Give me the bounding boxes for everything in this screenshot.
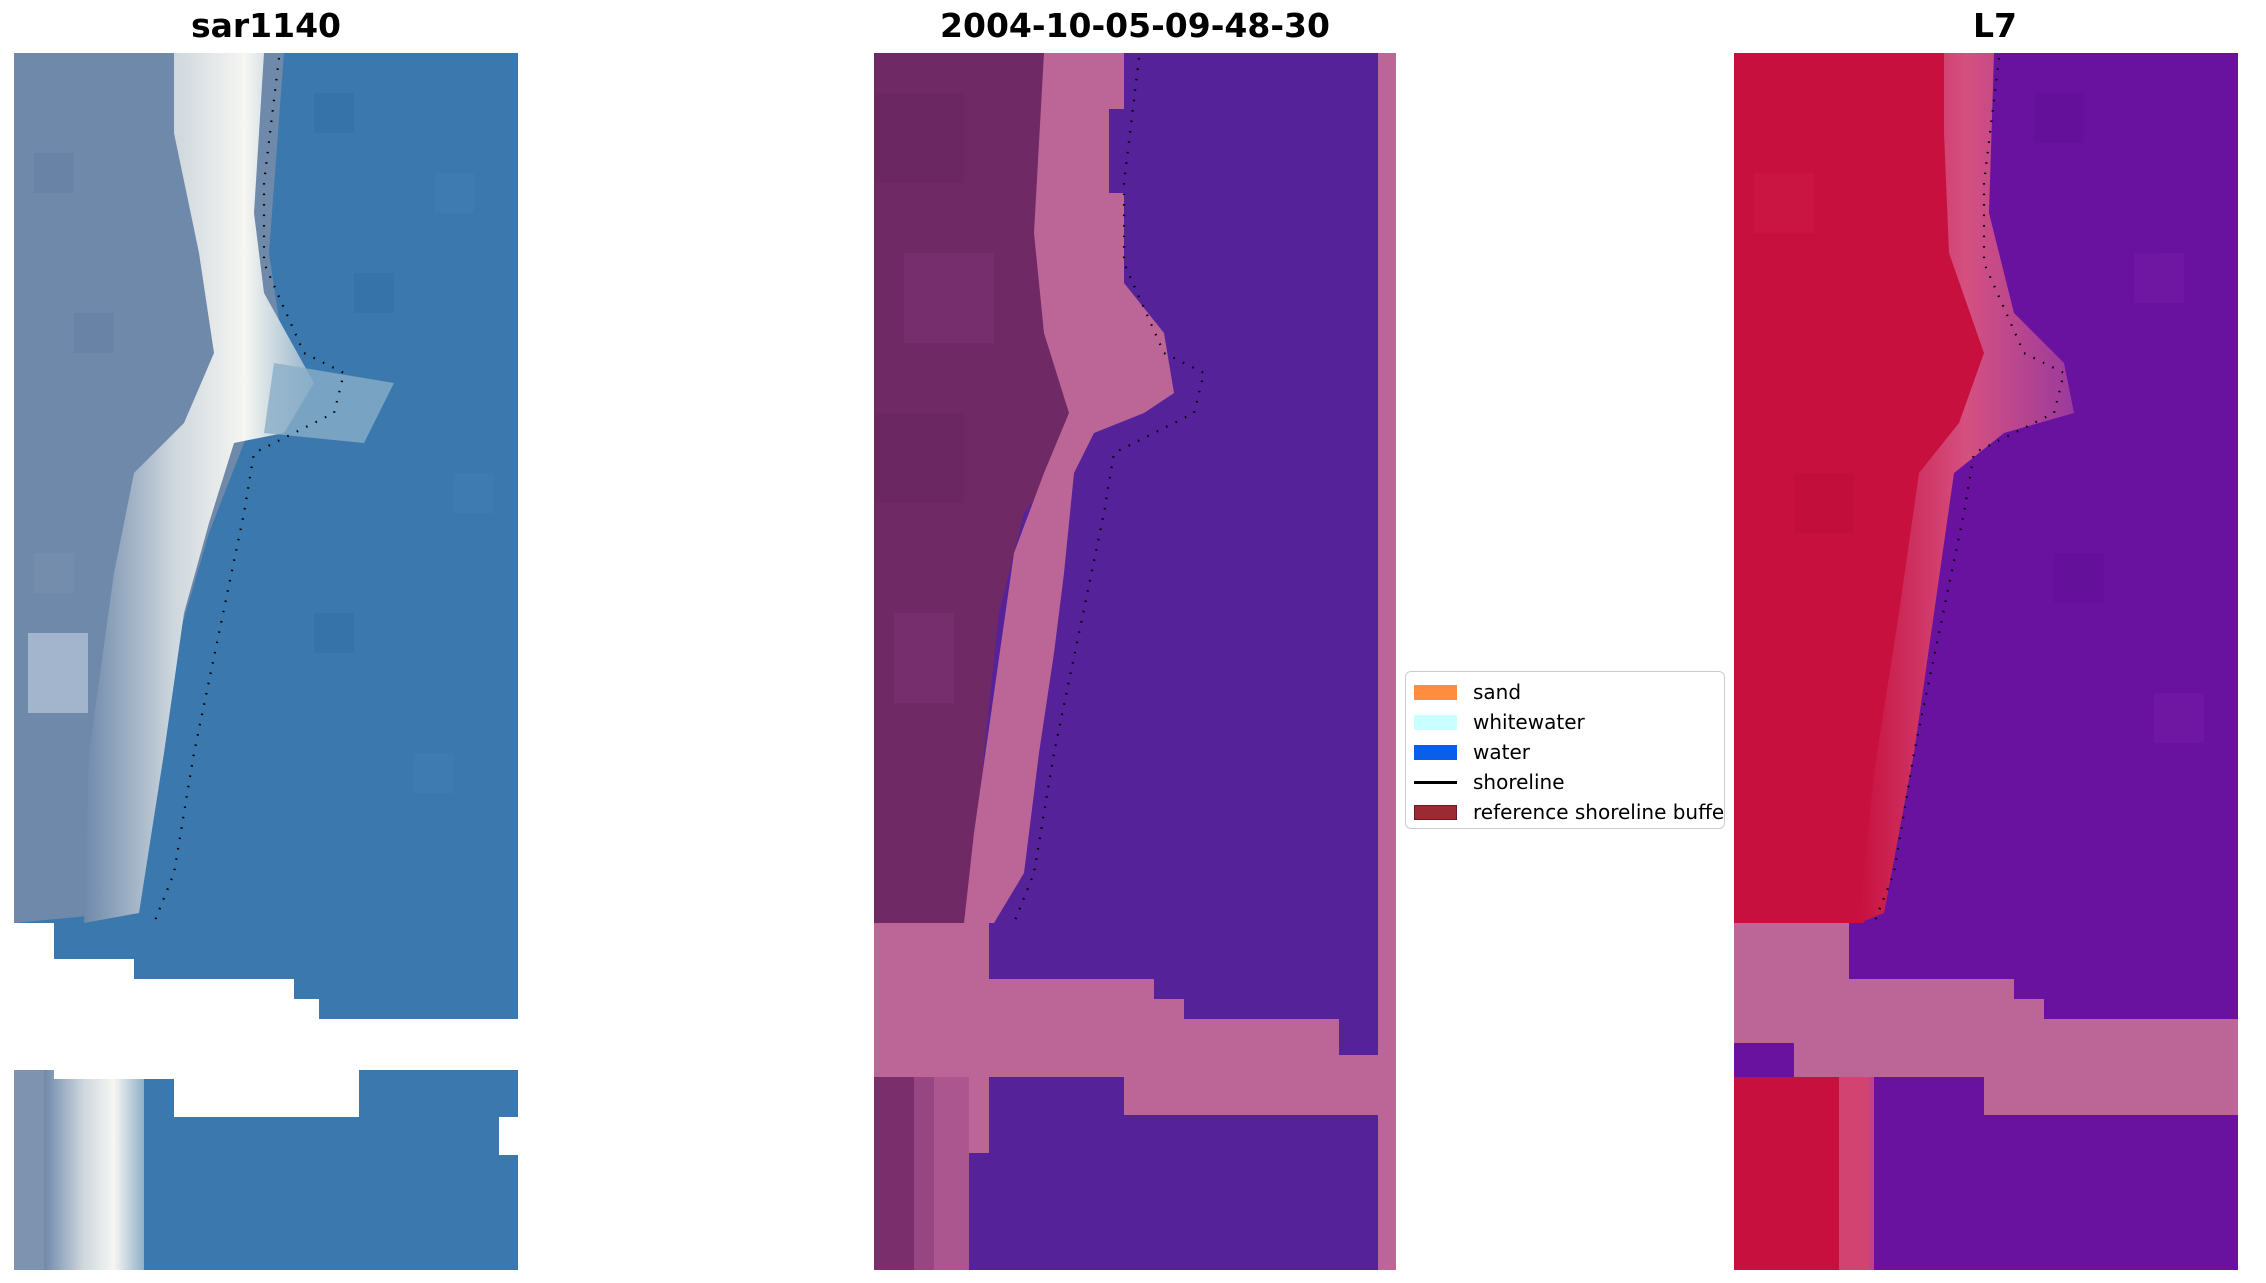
legend-label-reference-buffer: reference shoreline buffer — [1473, 800, 1725, 824]
rgb-nodata-gap — [14, 923, 518, 1117]
rgb-spit — [264, 363, 394, 443]
index-image-panel — [1734, 53, 2256, 1270]
classified-land-area — [874, 53, 1074, 923]
legend: sand whitewater water shoreline referenc… — [1405, 671, 1725, 829]
panel-title-index: L7 — [1973, 6, 2017, 45]
index-buffer-edge — [2199, 1019, 2238, 1115]
index-texture — [1754, 93, 2204, 743]
legend-label-water: water — [1473, 740, 1530, 764]
index-image — [1734, 53, 2256, 1270]
rgb-image-panel — [14, 53, 518, 1270]
index-buffer-block — [1734, 923, 2216, 1115]
legend-item-whitewater: whitewater — [1414, 707, 1585, 737]
legend-label-sand: sand — [1473, 680, 1522, 704]
classified-buffer-block — [874, 923, 1378, 1270]
legend-label-shoreline: shoreline — [1473, 770, 1565, 794]
panel-title-classified: 2004-10-05-09-48-30 — [940, 6, 1330, 45]
legend-item-water: water — [1414, 737, 1530, 767]
shoreline-line-icon — [1414, 780, 1457, 784]
water-swatch — [1414, 744, 1457, 760]
legend-item-reference-buffer: reference shoreline buffer — [1414, 797, 1725, 827]
sand-swatch — [1414, 684, 1457, 700]
classified-buffer-band — [964, 53, 1174, 923]
classified-land-shading — [874, 93, 994, 703]
panel-title-rgb: sar1140 — [190, 6, 342, 45]
classified-image-panel — [874, 53, 1396, 1270]
legend-label-whitewater: whitewater — [1473, 710, 1585, 734]
index-transition-strip — [1859, 53, 2074, 923]
rgb-image — [14, 53, 518, 1270]
rgb-beach-strip — [84, 53, 314, 923]
legend-item-sand: sand — [1414, 677, 1521, 707]
reference-buffer-swatch — [1414, 804, 1457, 820]
whitewater-swatch — [1414, 714, 1457, 730]
classified-image — [874, 53, 1396, 1270]
legend-item-shoreline: shoreline — [1414, 767, 1565, 797]
rgb-pixel-texture — [34, 93, 494, 793]
classified-right-buffer-edge — [1378, 53, 1396, 1270]
